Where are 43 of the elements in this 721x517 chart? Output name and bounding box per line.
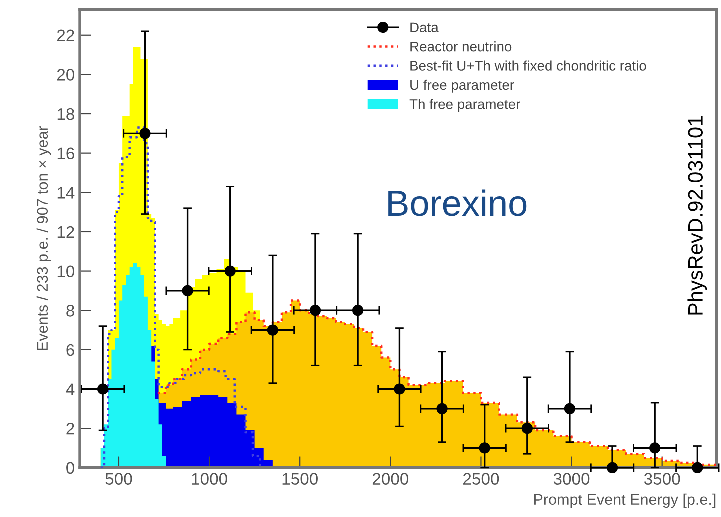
y-axis-title: Events / 233 p.e. / 907 ton × year <box>36 126 52 350</box>
point <box>564 403 576 414</box>
point <box>267 324 278 336</box>
y-tick-label: 8 <box>66 305 74 317</box>
x-tick-label: 1500 <box>282 473 318 485</box>
point <box>692 462 704 474</box>
x-tick-label: 2500 <box>464 473 500 485</box>
legend-label: Th free parameter <box>410 99 520 112</box>
point <box>479 442 490 454</box>
point <box>310 305 322 316</box>
legend-label: U free parameter <box>410 80 514 93</box>
point <box>97 384 109 395</box>
point <box>436 403 448 414</box>
legend-label: Best-fit U+Th with fixed chondritic ratio <box>410 60 646 71</box>
x-tick-label: 2000 <box>372 473 409 485</box>
annotation: Borexino <box>388 190 527 216</box>
x-tick-label: 1000 <box>192 473 228 485</box>
y-tick-label: 6 <box>66 344 74 356</box>
y-tick-label: 0 <box>66 462 75 474</box>
y-tick-label: 14 <box>58 187 75 199</box>
x-axis-title: Prompt Event Energy [p.e.] <box>534 494 716 508</box>
point <box>140 128 151 140</box>
y-tick-label: 4 <box>66 384 75 396</box>
point <box>224 266 236 277</box>
point <box>352 305 364 316</box>
y-tick-label: 10 <box>58 266 75 278</box>
point <box>394 384 406 395</box>
y-tick-label: 2 <box>66 422 74 435</box>
x-tick-label: 3500 <box>644 473 680 485</box>
x-tick-label: 3000 <box>554 473 590 485</box>
point <box>606 462 618 474</box>
point <box>182 285 194 297</box>
y-tick-label: 22 <box>57 30 74 42</box>
legend-label: Data <box>410 22 439 33</box>
point <box>522 423 533 434</box>
x-tick-label: 500 <box>106 473 132 485</box>
annotation: PhysRevD.92.031101 <box>688 116 708 315</box>
y-tick-label: 12 <box>58 226 74 238</box>
legend-label: Reactor neutrino <box>410 42 512 52</box>
y-tick-label: 16 <box>58 148 74 160</box>
y-tick-label: 20 <box>57 69 75 81</box>
y-tick-label: 18 <box>58 108 74 120</box>
point <box>650 442 661 454</box>
